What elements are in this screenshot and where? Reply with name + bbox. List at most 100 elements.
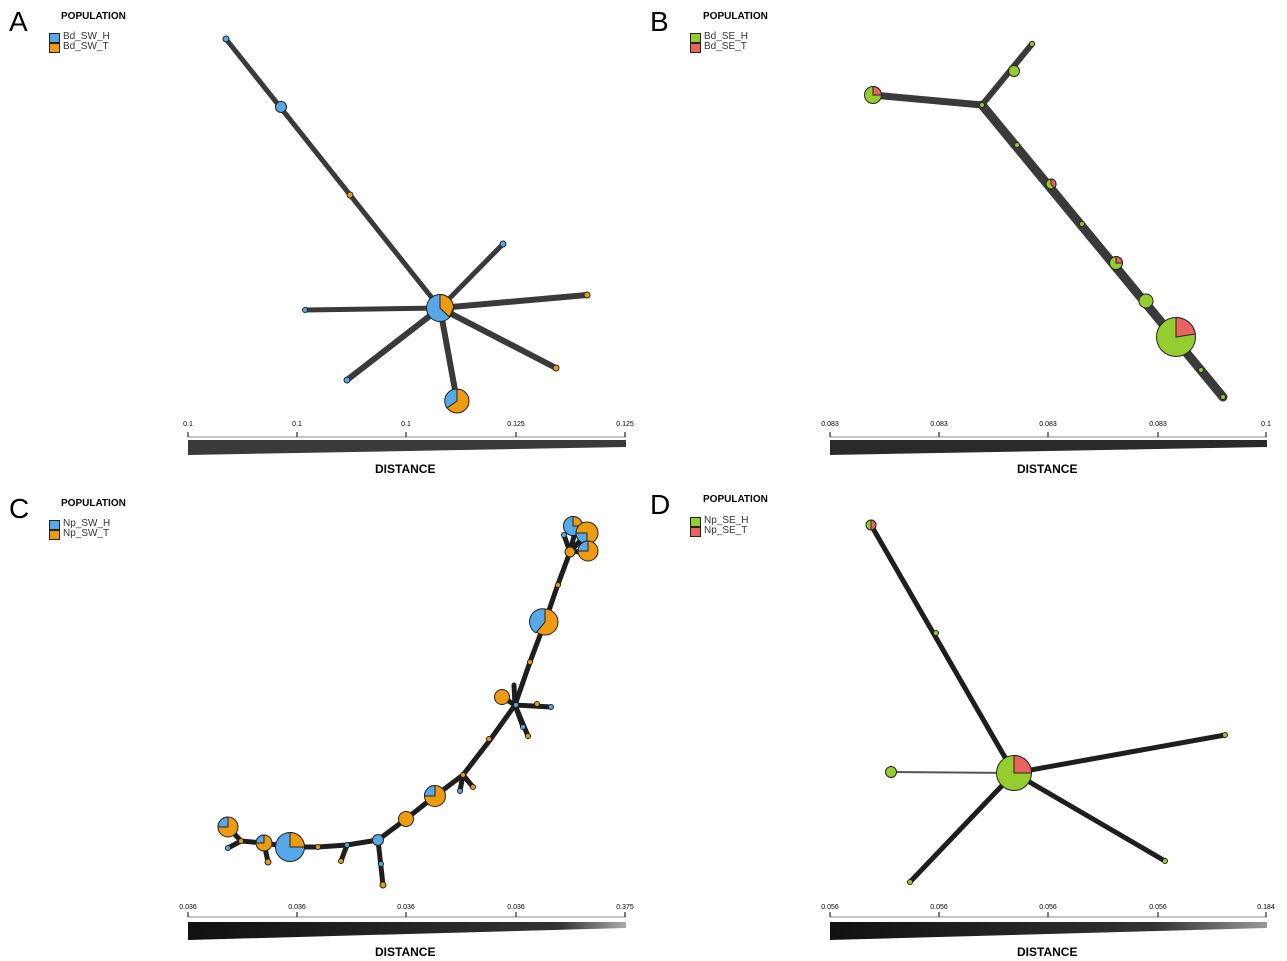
- edge: [869, 91, 986, 109]
- node: [315, 844, 321, 850]
- node: [264, 858, 272, 866]
- node: [499, 240, 507, 248]
- scale-tick-label: 0.1: [292, 421, 302, 428]
- node: [378, 861, 384, 867]
- scale-tick-label: 0.083: [821, 421, 839, 428]
- edge: [225, 529, 578, 850]
- edge: [868, 522, 1017, 776]
- node: [486, 736, 492, 742]
- legend-swatch: [690, 43, 701, 53]
- scale-tick-label: 0.036: [397, 904, 415, 911]
- node: [1079, 221, 1085, 227]
- panel-letter: C: [9, 493, 30, 524]
- edge: [511, 682, 518, 708]
- distance-scale: 0.056 0.056 0.056 0.056 0.184: [821, 904, 1275, 940]
- node-slice: [872, 85, 883, 96]
- node: [225, 845, 231, 851]
- distance-scale: 0.1 0.1 0.1 0.125 0.125: [183, 421, 634, 455]
- legend-title: POPULATION: [703, 494, 768, 505]
- legend-swatch: [49, 520, 60, 530]
- node-slice: [1050, 178, 1057, 189]
- node: [1029, 41, 1035, 47]
- node: [372, 834, 384, 846]
- node: [457, 788, 463, 794]
- distance-scale: 0.036 0.036 0.036 0.036 0.375: [179, 904, 634, 940]
- legend-label: Np_SW_H: [63, 518, 111, 529]
- node: [534, 701, 540, 707]
- scale-tick-label: 0.056: [821, 904, 839, 911]
- scale-tick-label: 0.125: [507, 421, 525, 428]
- distance-title: DISTANCE: [1017, 462, 1078, 476]
- node: [379, 881, 387, 889]
- panel-b: B POPULATION Bd_SE_H Bd_SE_T: [643, 0, 1286, 480]
- edge: [437, 305, 559, 371]
- node: [338, 858, 344, 864]
- node: [1222, 732, 1228, 738]
- panel-a: A POPULATION Bd_SW_H Bd_SW_T: [0, 0, 643, 480]
- legend-label: Bd_SW_T: [63, 41, 109, 52]
- distance-title: DISTANCE: [375, 945, 436, 959]
- node: [398, 811, 414, 827]
- network-graph: 0.083 0.083 0.083 0.083 0.1: [821, 41, 1271, 455]
- node: [513, 702, 519, 708]
- node: [885, 766, 897, 778]
- node-slice: [577, 540, 589, 552]
- node-slice: [439, 293, 455, 318]
- scale-tick-label: 0.036: [288, 904, 306, 911]
- node: [525, 733, 531, 739]
- network-graph: 0.056 0.056 0.056 0.056 0.184: [821, 519, 1275, 940]
- scale-tick-label: 0.083: [1149, 421, 1167, 428]
- legend-label: Np_SW_T: [63, 528, 110, 539]
- network-graph: 0.1 0.1 0.1 0.125 0.125: [183, 35, 634, 455]
- node: [494, 689, 510, 705]
- legend-label: Bd_SE_H: [704, 31, 748, 42]
- node: [979, 102, 985, 108]
- edge: [512, 702, 526, 730]
- scale-tick-label: 0.036: [179, 904, 197, 911]
- legend-label: Bd_SE_T: [704, 41, 747, 52]
- edge: [890, 771, 1015, 774]
- distance-scale: 0.083 0.083 0.083 0.083 0.1: [821, 421, 1271, 455]
- legend-label: Np_SE_T: [704, 525, 748, 536]
- edge: [344, 305, 443, 383]
- node: [222, 35, 230, 43]
- scale-tick-label: 0.375: [616, 904, 634, 911]
- node: [343, 376, 351, 384]
- node-slice: [1013, 754, 1033, 774]
- legend-title: POPULATION: [61, 11, 126, 22]
- edge: [1011, 770, 1168, 864]
- edge: [1011, 732, 1228, 776]
- scale-tick-label: 0.036: [507, 904, 525, 911]
- scale-tick-label: 0.083: [1039, 421, 1057, 428]
- legend-swatch: [49, 43, 60, 53]
- node-slice: [1115, 255, 1124, 264]
- node: [933, 630, 939, 636]
- node: [460, 772, 466, 778]
- legend-title: POPULATION: [703, 11, 768, 22]
- scale-tick-label: 0.184: [1257, 904, 1275, 911]
- scale-tick-label: 0.1: [401, 421, 411, 428]
- node: [344, 842, 350, 848]
- panel-d: D POPULATION Np_SE_H Np_SE_T: [643, 480, 1286, 960]
- legend-label: Np_SE_H: [704, 515, 749, 526]
- panel-letter: D: [650, 489, 671, 520]
- edge: [223, 36, 443, 311]
- node-slice: [217, 816, 229, 828]
- scale-tick-label: 0.1: [1261, 421, 1271, 428]
- node: [1014, 142, 1020, 148]
- node: [470, 784, 476, 790]
- legend-title: POPULATION: [61, 498, 126, 509]
- node: [238, 838, 244, 844]
- legend-swatch: [690, 33, 701, 43]
- node-slice: [289, 831, 306, 848]
- node: [552, 364, 560, 372]
- legend-swatch: [49, 33, 60, 43]
- distance-title: DISTANCE: [375, 462, 436, 476]
- panel-letter: B: [650, 6, 669, 37]
- scale-tick-label: 0.083: [930, 421, 948, 428]
- edge: [979, 41, 1035, 108]
- node-slice: [423, 784, 436, 797]
- node: [907, 879, 913, 885]
- scale-tick-label: 0.1: [183, 421, 193, 428]
- node: [1138, 293, 1154, 309]
